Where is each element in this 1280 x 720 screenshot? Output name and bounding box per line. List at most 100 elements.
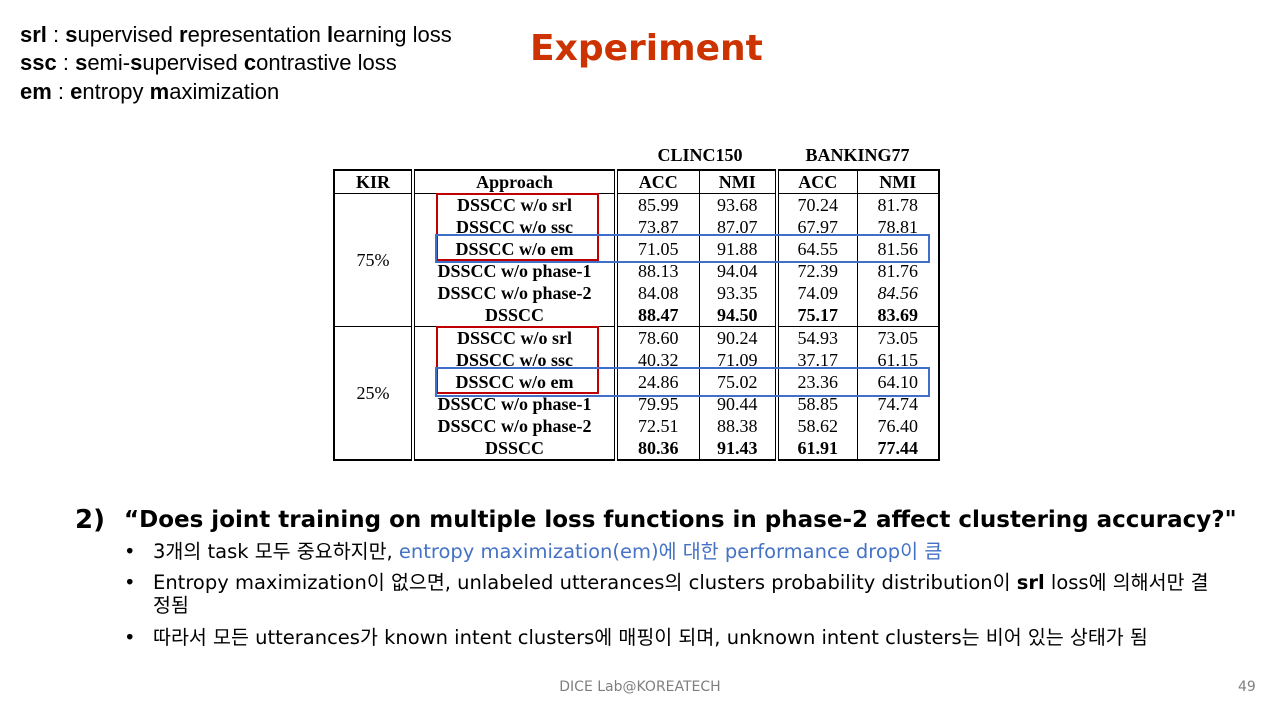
cell-clinc-nmi: 91.43 xyxy=(699,437,779,460)
cell-banking-nmi: 77.44 xyxy=(877,438,919,458)
bullet-text-2: Entropy maximization이 없으면, unlabeled utt… xyxy=(153,571,1213,617)
cell-kir: 75% xyxy=(334,193,415,327)
cell-banking-acc: 58.62 xyxy=(777,415,858,437)
cell-approach: DSSCC xyxy=(413,437,618,460)
cell-banking-acc: 54.93 xyxy=(777,326,858,349)
cell-banking-nmi: 83.69 xyxy=(877,305,919,325)
cell-clinc-acc: 84.08 xyxy=(616,282,700,304)
slide-title: Experiment xyxy=(530,28,763,69)
cell-approach: DSSCC xyxy=(413,304,618,327)
results-table-figure: CLINC150 BANKING77 KIR Approach ACC NMI … xyxy=(333,143,940,461)
table-row: DSSCC 88.47 94.50 75.17 83.69 xyxy=(334,304,939,327)
cell-clinc-nmi: 87.07 xyxy=(699,216,779,238)
col-header-clinc-nmi: NMI xyxy=(699,170,779,194)
bullet-glyph: • xyxy=(124,626,136,649)
table-row: 75% DSSCC w/o srl 85.99 93.68 70.24 81.78 xyxy=(334,193,939,327)
cell-banking-nmi: 73.05 xyxy=(857,326,939,349)
cell-approach: DSSCC w/o ssc xyxy=(413,216,618,238)
cell-kir: 25% xyxy=(334,326,415,460)
cell-clinc-acc: 79.95 xyxy=(616,393,700,415)
cell-banking-nmi: 81.76 xyxy=(877,261,919,281)
cell-clinc-acc: 85.99 xyxy=(616,193,700,216)
cell-clinc-nmi: 75.02 xyxy=(699,371,779,393)
cell-approach: DSSCC w/o phase-2 xyxy=(413,415,618,437)
table-row: DSSCC w/o phase-1 79.95 90.44 58.85 74.74 xyxy=(334,393,939,415)
cell-clinc-nmi: 93.68 xyxy=(699,193,779,216)
cell-approach: DSSCC w/o srl xyxy=(413,193,618,216)
abbr-code: em xyxy=(20,79,52,104)
cell-banking-acc: 64.55 xyxy=(777,238,858,260)
dataset-header-row: CLINC150 BANKING77 xyxy=(333,143,940,169)
cell-clinc-nmi: 93.35 xyxy=(699,282,779,304)
col-header-banking-nmi: NMI xyxy=(857,170,939,194)
cell-banking-acc: 75.17 xyxy=(777,304,858,327)
bullet-text-3: 따라서 모든 utterances가 known intent clusters… xyxy=(153,626,1213,649)
cell-clinc-acc: 72.51 xyxy=(616,415,700,437)
abbr-expansion-part: c xyxy=(243,50,257,75)
abbr-separator: : xyxy=(51,79,71,104)
cell-clinc-nmi: 71.09 xyxy=(699,349,779,371)
cell-banking-acc: 70.24 xyxy=(777,193,858,216)
dataset-header-banking77: BANKING77 xyxy=(805,145,910,165)
cell-banking-acc: 58.85 xyxy=(777,393,858,415)
abbr-expansion-part: epresentation xyxy=(187,22,328,47)
cell-banking-nmi: 64.10 xyxy=(877,372,919,392)
question-text: “Does joint training on multiple loss fu… xyxy=(124,507,1237,533)
abbr-expansion-part: emi- xyxy=(87,50,131,75)
bullet-text-1: 3개의 task 모두 중요하지만, entropy maximization(… xyxy=(153,540,1213,563)
bullet-segment: 3개의 task 모두 중요하지만, xyxy=(153,540,399,563)
table-row: 25% DSSCC w/o srl 78.60 90.24 54.93 73.05 xyxy=(334,326,939,460)
col-header-kir: KIR xyxy=(334,170,415,194)
table-row: DSSCC 80.36 91.43 61.91 77.44 xyxy=(334,437,939,460)
bullet-segment: 따라서 모든 utterances가 known intent clusters… xyxy=(153,626,1148,649)
abbr-expansion-part: e xyxy=(70,79,83,104)
cell-banking-acc: 67.97 xyxy=(777,216,858,238)
table-row: DSSCC w/o phase-2 84.08 93.35 74.09 84.56 xyxy=(334,282,939,304)
abbr-expansion-part: upervised xyxy=(142,50,244,75)
abbr-expansion-part: ontrastive loss xyxy=(256,50,397,75)
cell-clinc-acc: 78.60 xyxy=(616,326,700,349)
abbr-expansion-part: aximization xyxy=(169,79,280,104)
bullet-segment: loss에 의해서만 결정됨 xyxy=(153,571,1209,617)
table-row: DSSCC w/o phase-2 72.51 88.38 58.62 76.40 xyxy=(334,415,939,437)
cell-banking-nmi: 81.56 xyxy=(877,239,919,259)
column-header-row: KIR Approach ACC NMI ACC NMI xyxy=(334,170,939,194)
col-header-clinc-acc: ACC xyxy=(616,170,700,194)
footer-text: DICE Lab@KOREATECH xyxy=(559,679,721,695)
cell-clinc-acc: 24.86 xyxy=(616,371,700,393)
cell-banking-acc: 61.91 xyxy=(777,437,858,460)
abbr-expansion-part: earning loss xyxy=(333,22,452,47)
cell-approach: DSSCC w/o srl xyxy=(413,326,618,349)
cell-banking-nmi: 76.40 xyxy=(877,416,919,436)
col-header-banking-acc: ACC xyxy=(777,170,858,194)
bullet-glyph: • xyxy=(124,540,136,563)
abbr-line-em: em : entropy maximization xyxy=(20,77,279,106)
cell-clinc-nmi: 91.88 xyxy=(699,238,779,260)
cell-clinc-acc: 71.05 xyxy=(616,238,700,260)
bullet-segment: srl xyxy=(1016,571,1045,594)
abbr-expansion-part: m xyxy=(149,79,170,104)
cell-clinc-nmi: 90.24 xyxy=(699,326,779,349)
cell-banking-nmi: 74.74 xyxy=(877,394,919,414)
question-number: 2) xyxy=(75,505,105,535)
cell-banking-acc: 74.09 xyxy=(777,282,858,304)
cell-approach: DSSCC w/o phase-2 xyxy=(413,282,618,304)
abbr-expansion-part: ntropy xyxy=(82,79,150,104)
abbr-line-ssc: ssc : semi-supervised contrastive loss xyxy=(20,48,397,77)
abbr-expansion-part: l xyxy=(327,22,334,47)
cell-banking-nmi: 81.78 xyxy=(877,195,919,215)
cell-clinc-nmi: 88.38 xyxy=(699,415,779,437)
abbr-separator: : xyxy=(46,22,66,47)
cell-clinc-acc: 88.13 xyxy=(616,260,700,282)
cell-clinc-acc: 80.36 xyxy=(616,437,700,460)
abbr-expansion-part: r xyxy=(179,22,188,47)
abbr-expansion-part: s xyxy=(130,50,143,75)
abbr-code: ssc xyxy=(20,50,57,75)
bullet-segment: entropy maximization(em)에 대한 performance… xyxy=(398,540,943,563)
results-table-body: 75% DSSCC w/o srl 85.99 93.68 70.24 81.78 DSSC… xyxy=(334,193,939,460)
dataset-header-clinc150: CLINC150 xyxy=(657,145,743,165)
cell-clinc-acc: 73.87 xyxy=(616,216,700,238)
col-header-approach: Approach xyxy=(413,170,618,194)
cell-clinc-nmi: 90.44 xyxy=(699,393,779,415)
table-row: DSSCC w/o phase-1 88.13 94.04 72.39 81.76 xyxy=(334,260,939,282)
